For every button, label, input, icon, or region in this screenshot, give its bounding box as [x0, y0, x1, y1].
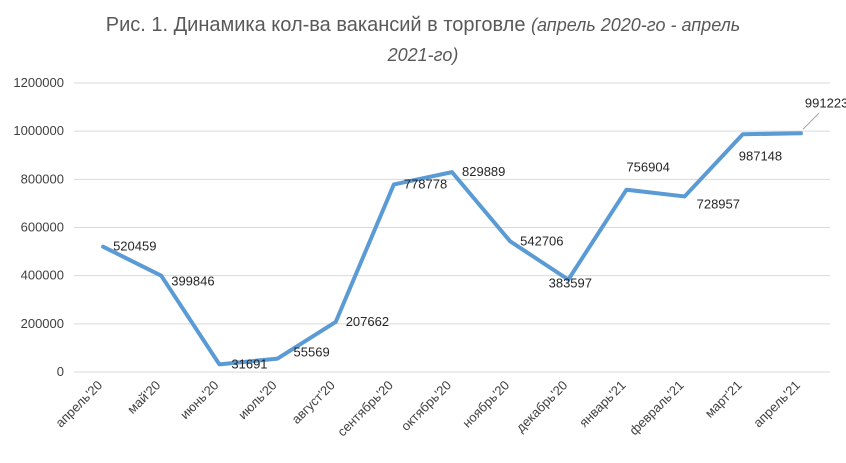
data-label: 207662 [346, 314, 389, 329]
data-label: 778778 [404, 176, 447, 191]
series-line-group [101, 131, 803, 367]
chart-title-block: Рис. 1. Динамика кол-ва вакансий в торго… [0, 10, 846, 40]
data-label: 728957 [697, 196, 740, 211]
y-tick-label: 1000000 [13, 123, 64, 138]
data-label: 383597 [549, 276, 592, 291]
y-tick-label: 800000 [21, 171, 64, 186]
x-tick-label: ноябрь'20 [459, 378, 512, 431]
y-axis-ticks: 0 200000 400000 600000 800000 1000000 1200000 [13, 75, 64, 379]
gridlines [74, 82, 830, 373]
chart-subtitle-part2: 2021-го) [387, 45, 459, 65]
x-tick-label: апрель'20 [52, 378, 105, 431]
y-tick-label: 1200000 [13, 75, 64, 90]
x-tick-label: июль'20 [235, 378, 280, 423]
chart-title: Рис. 1. Динамика кол-ва вакансий в торго… [105, 14, 526, 36]
chart-subtitle-part1: (апрель 2020-го - апрель [531, 15, 741, 35]
x-tick-label: октябрь'20 [398, 378, 454, 434]
data-label: 399846 [171, 274, 214, 289]
data-label: 520459 [113, 239, 156, 254]
x-tick-label: март'21 [702, 378, 745, 421]
data-label: 991223 [805, 95, 846, 110]
y-tick-label: 200000 [21, 316, 64, 331]
data-labels: 520459 399846 31691 55569 207662 778778 829889… [113, 95, 846, 371]
y-tick-label: 400000 [21, 268, 64, 283]
x-tick-label: май'20 [124, 378, 163, 417]
data-label: 542706 [520, 233, 563, 248]
x-axis-ticks: апрель'20 май'20 июнь'20 июль'20 август'20се… [52, 378, 803, 440]
x-tick-label: январь'21 [576, 378, 628, 430]
data-label: 756904 [626, 160, 669, 175]
x-tick-label: декабрь'20 [513, 378, 571, 436]
data-label: 31691 [231, 356, 267, 371]
x-tick-label: сентябрь'20 [334, 378, 396, 440]
x-tick-label: февраль'21 [626, 378, 687, 439]
data-label: 55569 [294, 345, 330, 360]
y-tick-label: 0 [57, 364, 64, 379]
series-line [101, 131, 803, 367]
label-leader-line [802, 112, 820, 130]
data-label: 987148 [739, 148, 782, 163]
y-tick-label: 600000 [21, 220, 64, 235]
x-tick-label: июнь'20 [177, 378, 221, 422]
x-tick-label: август'20 [289, 378, 338, 427]
x-tick-label: апрель'21 [750, 378, 803, 431]
data-label: 829889 [462, 164, 505, 179]
